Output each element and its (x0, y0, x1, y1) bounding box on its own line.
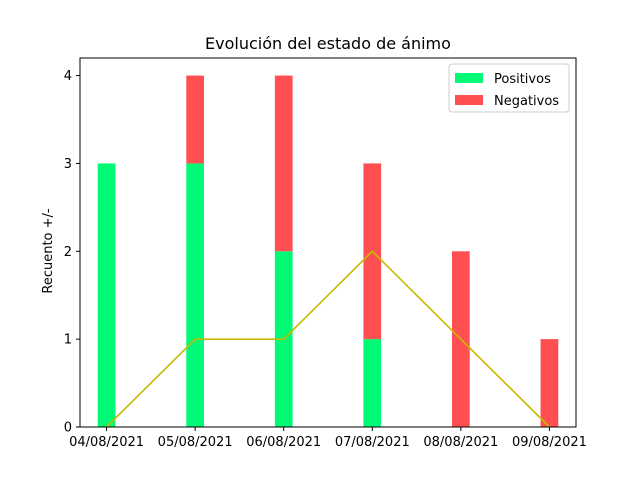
legend-label: Positivos (494, 72, 551, 87)
bar-negativos (540, 339, 559, 427)
x-tick-label: 04/08/2021 (69, 435, 144, 450)
x-tick-label: 09/08/2021 (512, 435, 587, 450)
axes-group: 0 1 2 3 4 04/08/2021 05/08/2021 06/08/2021 07/08… (64, 57, 587, 450)
bar-positivos (186, 163, 204, 427)
bar-negativos (186, 75, 204, 164)
y-axis-label: Recuento +/- (41, 208, 56, 294)
x-tick-label: 05/08/2021 (158, 435, 233, 450)
x-tick-label: 06/08/2021 (246, 435, 321, 450)
y-tick-label: 1 (64, 333, 72, 348)
bars-group (97, 75, 559, 427)
legend: Positivos Negativos (448, 63, 570, 113)
bar-negativos (274, 75, 293, 252)
trend-line-group (106, 250, 550, 428)
y-tick-label: 4 (64, 69, 72, 84)
y-tick-label: 2 (64, 245, 72, 260)
legend-swatch (455, 73, 483, 83)
x-tick-label: 08/08/2021 (423, 435, 498, 450)
legend-swatch (455, 95, 483, 105)
plot-frame (79, 57, 577, 428)
bar-positivos (363, 339, 382, 427)
chart-title: Evolución del estado de ánimo (205, 34, 451, 53)
y-tick-label: 0 (64, 421, 72, 436)
legend-label: Negativos (494, 94, 559, 109)
trend-line (106, 250, 550, 428)
y-tick-label: 3 (64, 157, 72, 172)
x-tick-label: 07/08/2021 (335, 435, 410, 450)
bar-positivos (97, 163, 116, 427)
